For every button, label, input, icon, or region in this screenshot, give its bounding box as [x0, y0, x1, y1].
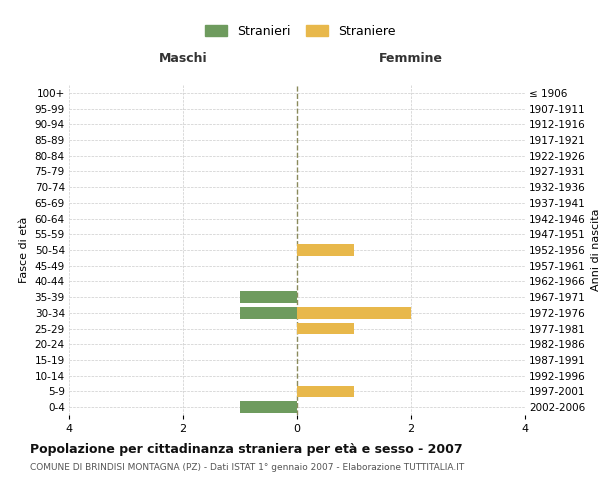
Y-axis label: Anni di nascita: Anni di nascita — [592, 208, 600, 291]
Bar — [240, 307, 297, 318]
Bar — [297, 244, 354, 256]
Bar — [297, 386, 354, 397]
Y-axis label: Fasce di età: Fasce di età — [19, 217, 29, 283]
Bar — [240, 292, 297, 303]
Bar — [240, 402, 297, 413]
Text: Femmine: Femmine — [379, 52, 443, 65]
Text: Maschi: Maschi — [158, 52, 208, 65]
Bar — [297, 323, 354, 334]
Text: Popolazione per cittadinanza straniera per età e sesso - 2007: Popolazione per cittadinanza straniera p… — [30, 442, 463, 456]
Text: COMUNE DI BRINDISI MONTAGNA (PZ) - Dati ISTAT 1° gennaio 2007 - Elaborazione TUT: COMUNE DI BRINDISI MONTAGNA (PZ) - Dati … — [30, 462, 464, 471]
Bar — [297, 307, 411, 318]
Legend: Stranieri, Straniere: Stranieri, Straniere — [201, 21, 399, 42]
